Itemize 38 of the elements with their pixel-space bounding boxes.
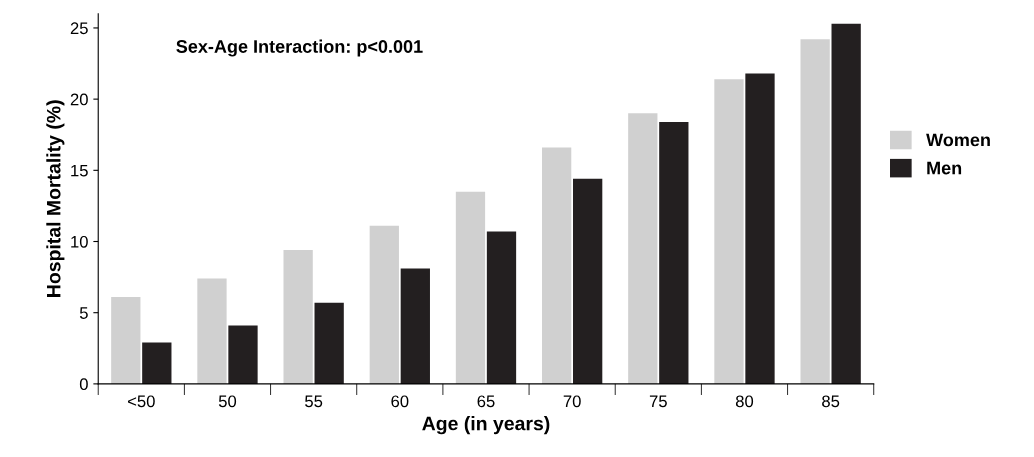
bar xyxy=(455,191,486,384)
x-tick-label: 75 xyxy=(649,395,667,408)
bar xyxy=(369,225,399,384)
bar xyxy=(314,302,344,384)
legend-label: Women xyxy=(926,133,990,147)
bar xyxy=(142,342,172,384)
bar xyxy=(714,79,744,384)
bar xyxy=(111,297,141,384)
bar xyxy=(228,325,258,384)
bar xyxy=(573,178,603,384)
x-axis-title: Age (in years) xyxy=(422,416,550,435)
bar xyxy=(800,39,830,384)
x-tick-label: 60 xyxy=(391,395,409,408)
bar xyxy=(541,147,572,384)
x-tick-label: 50 xyxy=(218,395,237,408)
x-tick-label: 65 xyxy=(477,395,495,408)
x-tick-label: 80 xyxy=(735,395,754,408)
bar xyxy=(831,23,861,384)
bar xyxy=(745,73,775,384)
y-tick-label: 10 xyxy=(71,235,88,248)
x-tick-label: <50 xyxy=(128,395,155,408)
x-tick-label: 85 xyxy=(822,395,840,408)
y-tick-label: 20 xyxy=(70,93,88,106)
y-axis-title: Hospital Mortality (%) xyxy=(46,100,65,297)
y-tick-label: 15 xyxy=(71,164,88,177)
y-tick-label: 5 xyxy=(79,307,88,319)
legend-label: Men xyxy=(927,161,962,175)
annotation: Sex-Age Interaction: p<0.001 xyxy=(176,39,423,57)
bar xyxy=(659,121,689,384)
y-tick-label: 0 xyxy=(79,378,88,391)
bar xyxy=(400,268,430,384)
x-tick-label: 55 xyxy=(305,395,323,408)
x-tick-label: 70 xyxy=(563,395,581,408)
bar xyxy=(486,231,517,384)
bar xyxy=(197,278,227,384)
y-tick-label: 25 xyxy=(70,22,88,35)
bar xyxy=(283,250,313,384)
bar xyxy=(628,113,658,384)
